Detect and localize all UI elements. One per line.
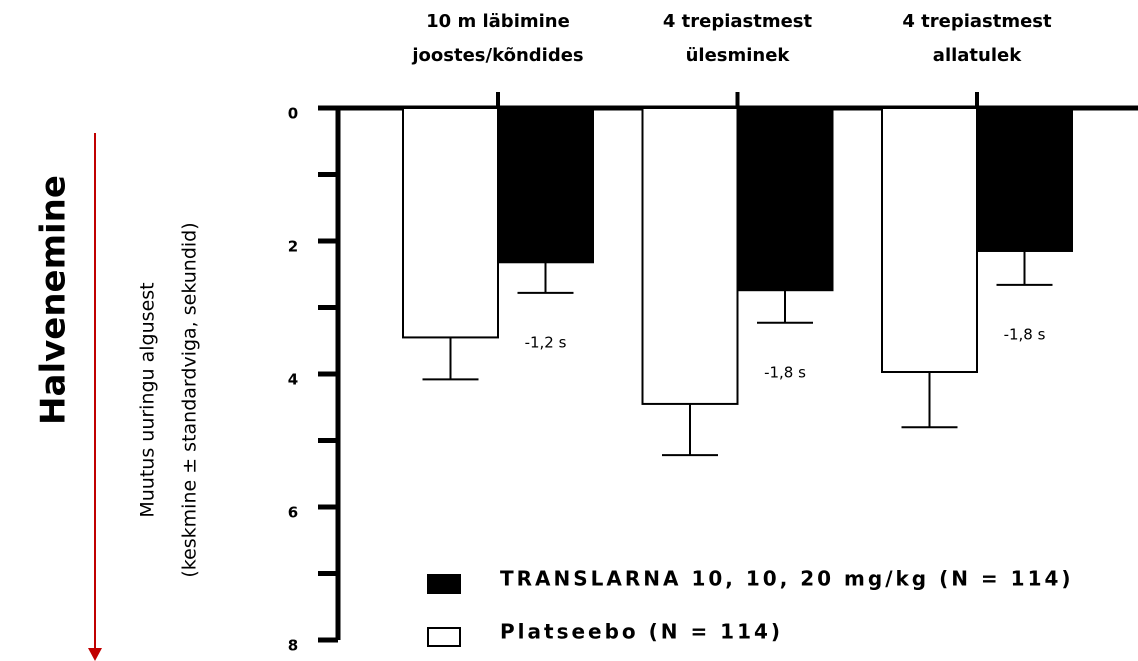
annotation: -1,2 s (525, 333, 567, 351)
x-tick-label: joostes/kõndides (411, 45, 583, 66)
bar (641, 107, 739, 405)
annotation: -1,8 s (1004, 325, 1046, 343)
bar (402, 107, 499, 339)
bar (736, 107, 834, 292)
y-axis-label: (keskmine ± standardviga, sekundid) (179, 222, 201, 577)
y-tick-label: 0 (288, 105, 298, 123)
bar (881, 107, 978, 374)
bar (976, 107, 1073, 252)
x-tick-label: 4 trepiastmest (663, 11, 813, 32)
legend-swatch (427, 574, 461, 594)
y-tick-label: 2 (288, 238, 298, 256)
bar (497, 107, 594, 264)
y-tick-label: 6 (288, 504, 298, 522)
x-tick-label: allatulek (933, 45, 1022, 66)
legend-swatch (427, 627, 461, 647)
legend-label: TRANSLARNA 10, 10, 20 mg/kg (N = 114) (500, 567, 1074, 591)
x-tick-label: 4 trepiastmest (902, 11, 1052, 32)
legend-label: Platseebo (N = 114) (500, 620, 783, 644)
arrow-head (88, 648, 102, 661)
annotation: -1,8 s (764, 363, 806, 381)
y-tick-label: 4 (288, 371, 298, 389)
y-axis-label: Muutus uuringu algusest (137, 282, 159, 517)
side-label: Halvenemine (34, 175, 74, 425)
x-tick-label: 10 m läbimine (426, 11, 570, 32)
x-tick-label: ülesminek (686, 45, 791, 66)
y-tick-label: 8 (288, 637, 298, 655)
